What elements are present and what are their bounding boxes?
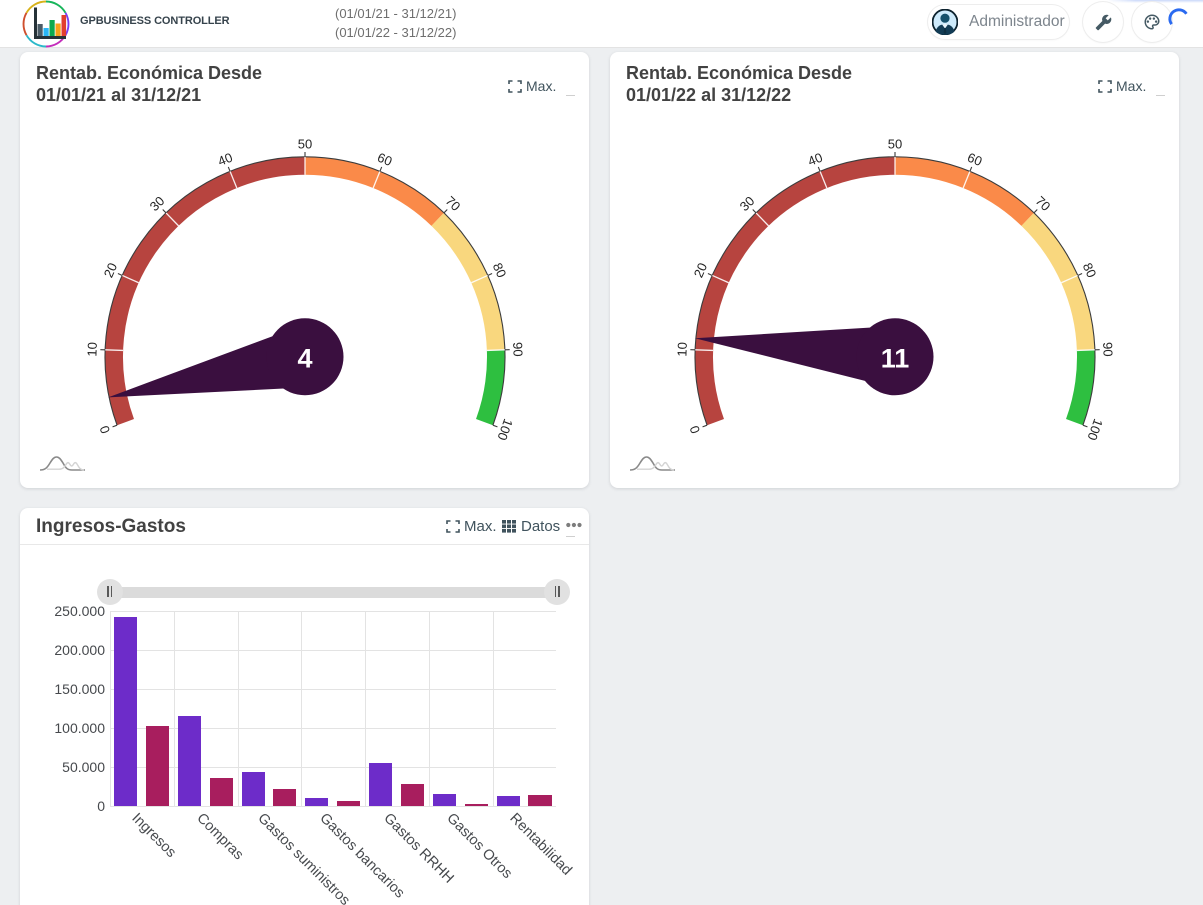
svg-text:40: 40 xyxy=(806,150,825,169)
svg-text:0: 0 xyxy=(687,424,704,436)
svg-text:90: 90 xyxy=(1100,342,1115,357)
svg-text:10: 10 xyxy=(674,342,689,357)
svg-text:80: 80 xyxy=(490,261,510,280)
svg-text:50: 50 xyxy=(888,136,902,151)
svg-text:80: 80 xyxy=(1080,261,1100,280)
svg-text:100: 100 xyxy=(1084,417,1106,443)
svg-text:11: 11 xyxy=(881,343,910,373)
svg-text:90: 90 xyxy=(510,342,525,357)
svg-text:10: 10 xyxy=(84,342,99,357)
svg-text:20: 20 xyxy=(101,261,121,280)
svg-text:100: 100 xyxy=(494,417,516,443)
svg-text:50: 50 xyxy=(298,136,312,151)
svg-text:60: 60 xyxy=(375,150,394,169)
svg-text:60: 60 xyxy=(965,150,984,169)
svg-text:20: 20 xyxy=(691,261,711,280)
svg-text:0: 0 xyxy=(97,424,114,436)
svg-text:4: 4 xyxy=(297,343,312,373)
svg-text:40: 40 xyxy=(216,150,235,169)
